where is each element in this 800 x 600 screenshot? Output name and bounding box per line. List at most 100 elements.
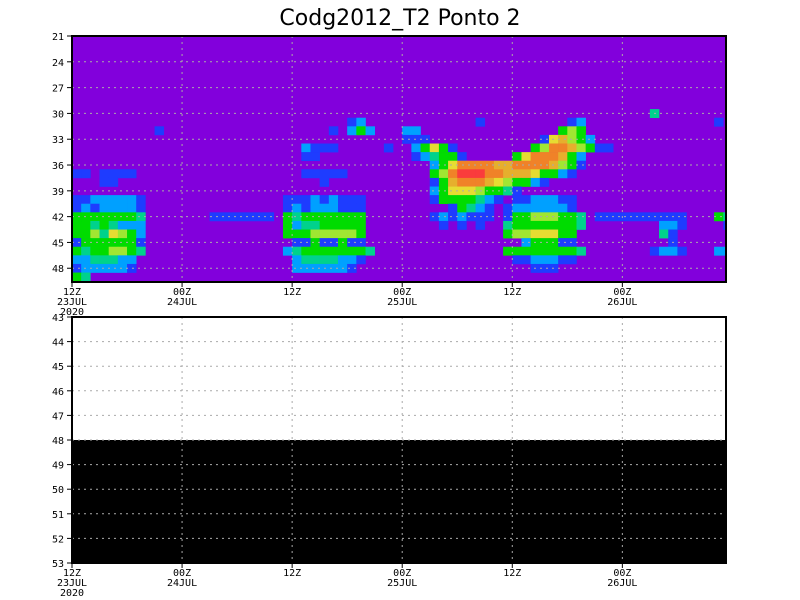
- x-tick-label: 26JUL: [607, 297, 637, 308]
- heatmap-cell: [356, 220, 366, 230]
- heatmap-cell: [604, 212, 614, 222]
- heatmap-cell: [117, 238, 128, 248]
- heatmap-cell: [255, 212, 265, 222]
- heatmap-cell: [338, 255, 348, 265]
- heatmap-cell: [521, 195, 531, 205]
- heatmap-cell: [264, 212, 275, 222]
- heatmap-cell: [539, 203, 550, 213]
- heatmap-cell: [576, 152, 586, 162]
- heatmap-cell: [301, 152, 311, 162]
- heatmap-cell: [558, 126, 568, 136]
- heatmap-cell: [503, 160, 513, 170]
- heatmap-cell: [594, 212, 605, 222]
- heatmap-cell: [310, 169, 320, 179]
- heatmap-cell: [347, 195, 357, 205]
- heatmap-cell: [548, 220, 559, 230]
- heatmap-cell: [493, 177, 504, 187]
- heatmap-cell: [438, 152, 449, 162]
- heatmap-cell: [668, 246, 678, 256]
- heatmap-cell: [347, 255, 357, 265]
- heatmap-cell: [90, 255, 100, 265]
- heatmap-cell: [723, 246, 727, 256]
- heatmap-cell: [594, 143, 605, 153]
- heatmap-cell: [108, 195, 119, 205]
- heatmap-cell: [117, 229, 128, 239]
- heatmap-cell: [420, 152, 431, 162]
- heatmap-cell: [539, 169, 550, 179]
- heatmap-cell: [585, 143, 596, 153]
- y-tick-label: 48: [52, 264, 64, 275]
- heatmap-cell: [457, 212, 467, 222]
- heatmap-cell: [548, 152, 559, 162]
- heatmap-cell: [356, 246, 366, 256]
- heatmap-cell: [576, 126, 586, 136]
- heatmap-cell: [438, 143, 449, 153]
- heatmap-cell: [521, 169, 531, 179]
- heatmap-cell: [448, 212, 458, 222]
- heatmap-cell: [530, 169, 541, 179]
- heatmap-cell: [81, 255, 91, 265]
- heatmap-cell: [714, 117, 724, 127]
- heatmap-cell: [429, 212, 440, 222]
- heatmap-cell: [127, 220, 137, 230]
- heatmap-cell: [539, 134, 550, 144]
- heatmap-cell: [475, 169, 486, 179]
- heatmap-cell: [567, 143, 577, 153]
- filled-area: [72, 440, 726, 563]
- heatmap-cell: [90, 229, 100, 239]
- heatmap-cell: [108, 238, 119, 248]
- heatmap-cell: [503, 212, 513, 222]
- heatmap-cell: [328, 143, 339, 153]
- y-tick-label: 52: [52, 534, 64, 545]
- heatmap-cell: [310, 195, 320, 205]
- heatmap-cell: [457, 186, 467, 196]
- x-tick-label: 12Z: [283, 287, 301, 298]
- heatmap-cell: [72, 263, 82, 273]
- heatmap-cell: [90, 263, 100, 273]
- heatmap-cell: [136, 212, 146, 222]
- heatmap-cell: [319, 220, 330, 230]
- heatmap-cell: [99, 263, 109, 273]
- heatmap-cell: [108, 263, 119, 273]
- heatmap-cell: [347, 117, 357, 127]
- heatmap-cell: [558, 203, 568, 213]
- heatmap-cell: [567, 246, 577, 256]
- heatmap-cell: [512, 195, 522, 205]
- heatmap-cell: [292, 195, 302, 205]
- y-tick-label: 24: [52, 58, 64, 69]
- heatmap-cell: [558, 246, 568, 256]
- heatmap-cell: [677, 246, 687, 256]
- heatmap-cell: [457, 152, 467, 162]
- heatmap-cell: [338, 246, 348, 256]
- heatmap-cell: [347, 229, 357, 239]
- heatmap-cell: [558, 195, 568, 205]
- heatmap-cell: [539, 238, 550, 248]
- heatmap-cell: [558, 143, 568, 153]
- heatmap-cell: [72, 229, 82, 239]
- heatmap-cell: [466, 160, 476, 170]
- heatmap-cell: [108, 220, 119, 230]
- heatmap-cell: [448, 177, 458, 187]
- heatmap-cell: [558, 160, 568, 170]
- heatmap-cell: [512, 220, 522, 230]
- heatmap-cell: [154, 126, 165, 136]
- heatmap-cell: [310, 212, 320, 222]
- heatmap-cell: [72, 272, 82, 282]
- heatmap-cell: [457, 169, 467, 179]
- heatmap-cell: [108, 212, 119, 222]
- heatmap-cell: [328, 238, 339, 248]
- heatmap-cell: [530, 152, 541, 162]
- x-tick-label: 12Z: [503, 568, 521, 579]
- heatmap-cell: [319, 255, 330, 265]
- heatmap-cell: [90, 195, 100, 205]
- y-tick-label: 49: [52, 461, 64, 472]
- heatmap-cell: [558, 212, 568, 222]
- heatmap-cell: [72, 169, 82, 179]
- chart-title: Codg2012_T2 Ponto 2: [279, 6, 520, 31]
- y-tick-label: 45: [52, 238, 64, 249]
- x-tick-label: 25JUL: [387, 297, 417, 308]
- heatmap-cell: [521, 246, 531, 256]
- heatmap-cell: [539, 160, 550, 170]
